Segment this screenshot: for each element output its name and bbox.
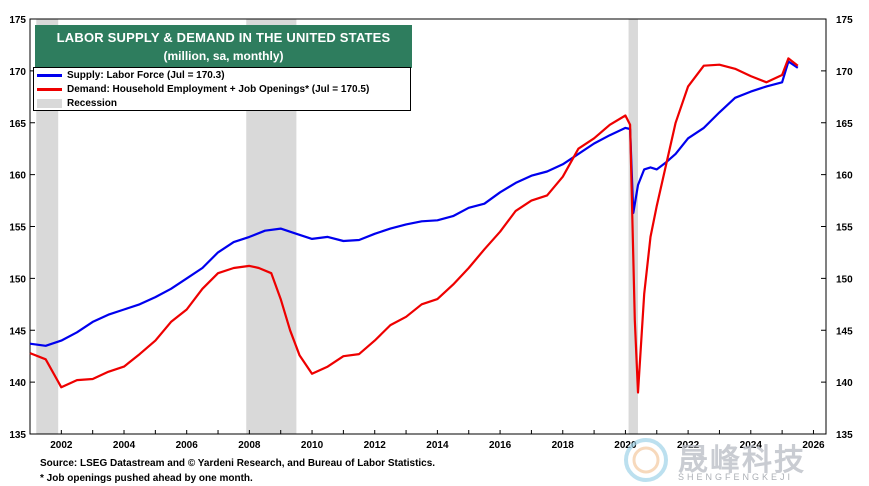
watermark-text-en: SHENGFENGKEJI <box>678 472 794 482</box>
source-note: Source: LSEG Datastream and © Yardeni Re… <box>40 458 436 469</box>
ytick-label-right-155: 155 <box>836 223 853 234</box>
ytick-label-right-135: 135 <box>836 430 853 441</box>
xtick-label-2018: 2018 <box>552 440 575 451</box>
ytick-label-left-150: 150 <box>9 274 26 285</box>
legend-item-recession: Recession <box>37 97 410 110</box>
legend-item-supply: Supply: Labor Force (Jul = 170.3) <box>37 69 410 82</box>
legend-label-recession: Recession <box>67 98 118 109</box>
ytick-label-left-175: 175 <box>9 15 26 26</box>
series-lines <box>29 57 799 394</box>
ytick-label-right-150: 150 <box>836 274 853 285</box>
xtick-label-2026: 2026 <box>802 440 825 451</box>
chart-title-box: LABOR SUPPLY & DEMAND IN THE UNITED STAT… <box>35 25 412 68</box>
ytick-label-right-175: 175 <box>836 15 853 26</box>
xtick-label-2014: 2014 <box>426 440 449 451</box>
legend-item-demand: Demand: Household Employment + Job Openi… <box>37 83 410 96</box>
watermark: 晟峰科技 SHENGFENGKEJI <box>618 435 828 485</box>
ytick-label-right-140: 140 <box>836 378 853 389</box>
footnote: * Job openings pushed ahead by one month… <box>40 473 253 484</box>
xtick-label-2024: 2024 <box>740 440 763 451</box>
legend-label-supply: Supply: Labor Force (Jul = 170.3) <box>67 70 225 81</box>
chart-subtitle: (million, sa, monthly) <box>163 49 284 63</box>
legend-label-demand: Demand: Household Employment + Job Openi… <box>67 84 370 95</box>
series-line-demand <box>29 57 799 394</box>
xtick-label-2020: 2020 <box>614 440 637 451</box>
ytick-label-right-165: 165 <box>836 119 853 130</box>
ytick-label-left-135: 135 <box>9 430 26 441</box>
xtick-label-2006: 2006 <box>176 440 199 451</box>
watermark-logo-icon <box>624 438 668 482</box>
ytick-label-left-160: 160 <box>9 171 26 182</box>
xtick-label-2022: 2022 <box>677 440 700 451</box>
watermark-text-cn: 晟峰科技 <box>678 444 806 477</box>
legend-swatch-supply <box>37 74 62 77</box>
legend-swatch-recession <box>37 99 62 108</box>
xtick-label-2002: 2002 <box>50 440 73 451</box>
xtick-label-2008: 2008 <box>238 440 261 451</box>
legend: Supply: Labor Force (Jul = 170.3) Demand… <box>33 67 411 111</box>
xtick-label-2010: 2010 <box>301 440 324 451</box>
ytick-label-right-170: 170 <box>836 67 853 78</box>
axis-labels: 135 135 140 140 145 145 150 150 155 155 160 160 165 1… <box>9 15 853 451</box>
ytick-label-left-165: 165 <box>9 119 26 130</box>
ytick-label-right-160: 160 <box>836 171 853 182</box>
recession-band-0 <box>36 19 59 434</box>
ytick-label-left-145: 145 <box>9 326 26 337</box>
ytick-label-right-145: 145 <box>836 326 853 337</box>
xtick-label-2012: 2012 <box>364 440 387 451</box>
xtick-label-2016: 2016 <box>489 440 512 451</box>
series-line-supply <box>29 60 799 347</box>
axis-ticks <box>29 18 826 435</box>
ytick-label-left-140: 140 <box>9 378 26 389</box>
chart-title: LABOR SUPPLY & DEMAND IN THE UNITED STAT… <box>56 30 391 45</box>
ytick-label-left-155: 155 <box>9 223 26 234</box>
xtick-label-2004: 2004 <box>113 440 136 451</box>
legend-swatch-demand <box>37 88 62 91</box>
ytick-label-left-170: 170 <box>9 67 26 78</box>
